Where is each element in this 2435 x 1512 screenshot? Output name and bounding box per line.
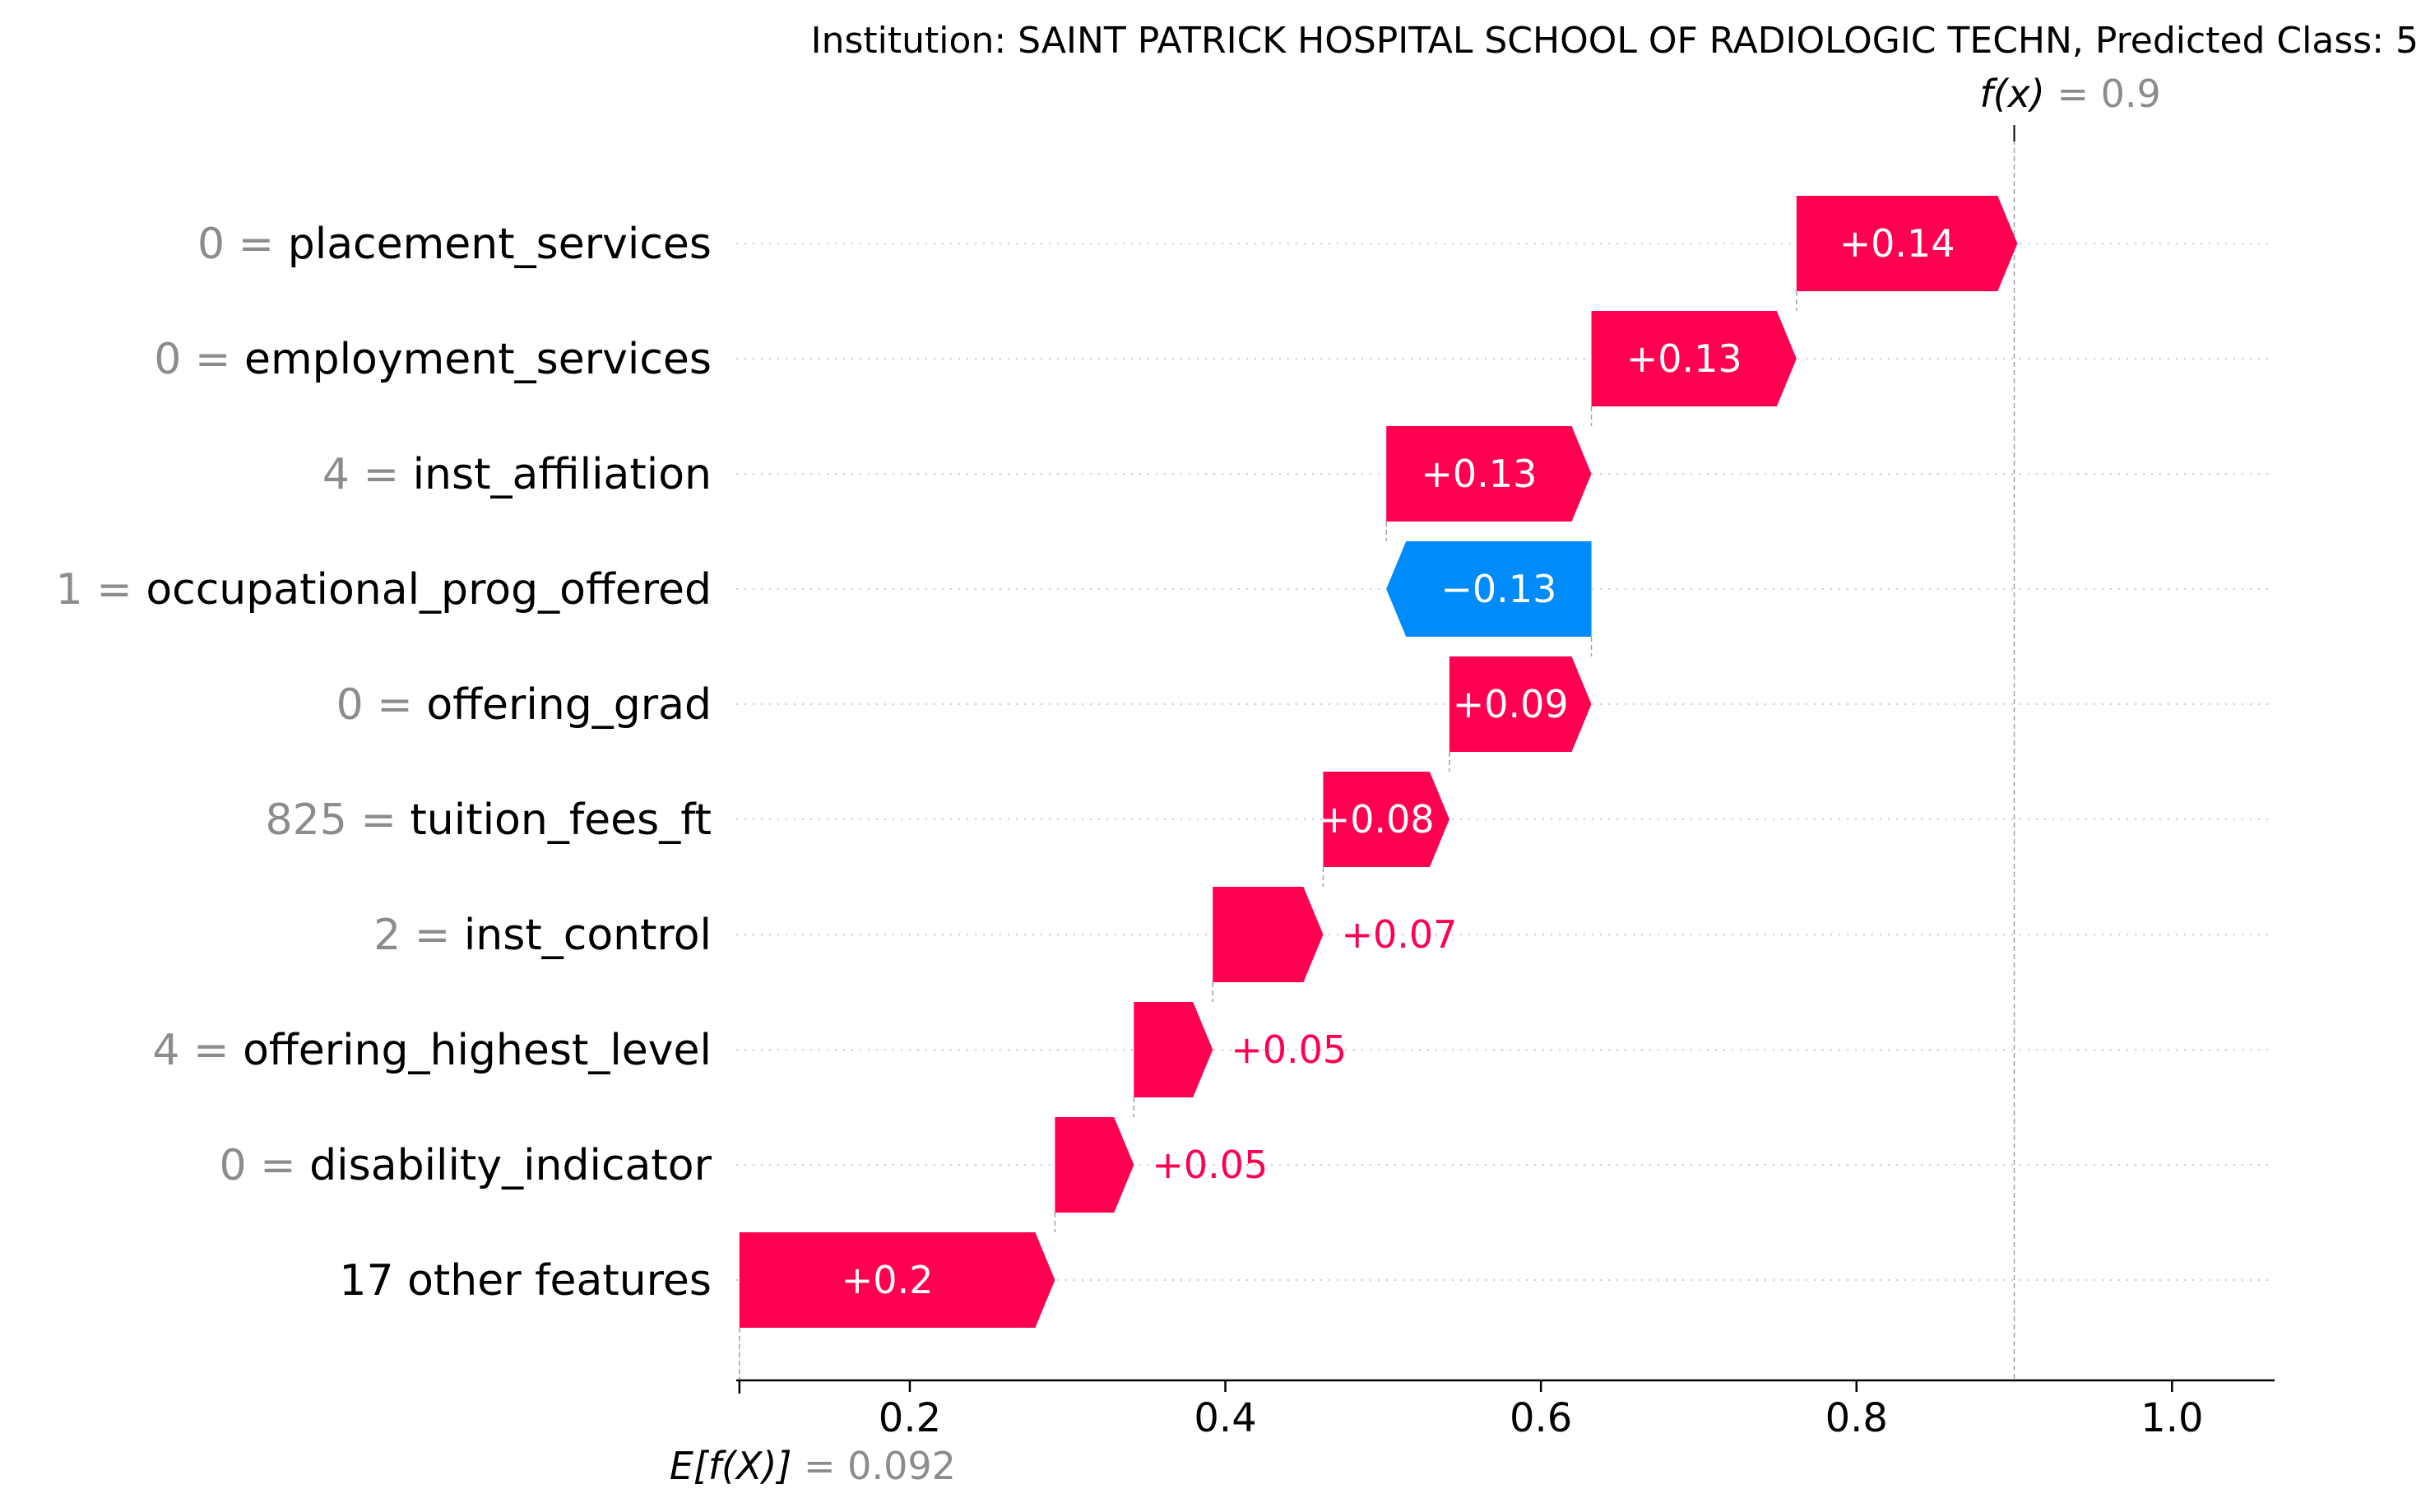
feature-label: 1 = occupational_prog_offered — [56, 565, 712, 615]
base-value-label: E[f(X)] — [670, 1444, 804, 1488]
feature-name: offering_grad — [426, 680, 712, 730]
feature-name: 17 other features — [339, 1256, 712, 1306]
feature-name: offering_highest_level — [243, 1026, 712, 1075]
feature-value: 0 = — [154, 335, 244, 384]
x-tick-label: 0.6 — [1510, 1395, 1572, 1441]
positive-bar — [1213, 887, 1324, 982]
positive-bar — [1134, 1002, 1213, 1097]
feature-name: inst_control — [464, 911, 712, 960]
positive-bar — [1323, 772, 1449, 867]
positive-bar — [1055, 1117, 1134, 1213]
positive-bar — [1449, 656, 1592, 752]
feature-name: inst_affiliation — [413, 450, 712, 499]
feature-value: 0 = — [197, 220, 288, 269]
bar-value-label: +0.05 — [1231, 1027, 1347, 1072]
x-tick-label: 0.4 — [1194, 1395, 1256, 1441]
feature-value: 0 = — [219, 1141, 309, 1190]
bar-value-label: +0.14 — [1839, 221, 1955, 266]
bar-value-label: +0.07 — [1341, 912, 1457, 957]
feature-name: placement_services — [288, 220, 712, 269]
feature-label: 0 = offering_grad — [336, 680, 712, 730]
feature-label: 0 = disability_indicator — [219, 1141, 712, 1190]
feature-label: 4 = offering_highest_level — [152, 1026, 712, 1075]
feature-value: 825 = — [266, 795, 410, 845]
base-value-annotation: E[f(X)] = 0.092 — [670, 1444, 956, 1488]
x-tick-label: 1.0 — [2140, 1395, 2203, 1441]
bar-value-label: +0.13 — [1421, 452, 1537, 496]
output-value-number: = 0.9 — [2057, 72, 2160, 116]
bar-value-label: −0.13 — [1440, 567, 1556, 611]
feature-label: 0 = placement_services — [197, 220, 712, 269]
bar-value-label: +0.08 — [1319, 797, 1435, 842]
bar-value-label: +0.05 — [1152, 1143, 1268, 1187]
feature-name: employment_services — [244, 335, 712, 384]
feature-label: 825 = tuition_fees_ft — [266, 795, 712, 845]
positive-bar — [1386, 426, 1592, 522]
annotations: E[f(X)] = 0.092 f(x) = 0.9 — [670, 72, 2161, 1488]
x-tick-label: 0.2 — [879, 1395, 941, 1441]
feature-value: 4 = — [322, 450, 413, 499]
feature-name: disability_indicator — [309, 1141, 712, 1190]
grid-lines — [736, 243, 2270, 1281]
chart-title: Institution: SAINT PATRICK HOSPITAL SCHO… — [811, 20, 2419, 62]
positive-bar — [739, 1232, 1055, 1328]
connector-lines — [739, 132, 2015, 1380]
positive-bar — [1591, 311, 1797, 406]
negative-bar — [1386, 541, 1592, 637]
output-value-label: f(x) — [1980, 72, 2057, 116]
feature-value: 2 = — [373, 911, 464, 960]
bars: +0.14 +0.13 +0.13 −0.13 +0.09 +0.08 +0.07 +0.05… — [739, 196, 2018, 1328]
positive-bar — [1796, 196, 2018, 291]
bar-value-label: +0.09 — [1453, 682, 1569, 726]
feature-name: tuition_fees_ft — [410, 795, 712, 845]
bar-value-label: +0.13 — [1626, 336, 1742, 381]
base-value-number: = 0.092 — [804, 1444, 956, 1488]
feature-value: 0 = — [336, 680, 427, 730]
feature-value: 1 = — [56, 565, 146, 615]
feature-value: 4 = — [152, 1026, 243, 1075]
feature-label: 4 = inst_affiliation — [322, 450, 712, 499]
bar-value-label: +0.2 — [842, 1258, 934, 1302]
x-axis: 0.2 0.4 0.6 0.8 1.0 — [736, 1379, 2275, 1441]
feature-label: 0 = employment_services — [154, 335, 712, 384]
x-tick-label: 0.8 — [1825, 1395, 1888, 1441]
output-value-annotation: f(x) = 0.9 — [1980, 72, 2161, 116]
feature-name: occupational_prog_offered — [146, 565, 712, 615]
feature-label: 2 = inst_control — [373, 911, 712, 960]
feature-label: 17 other features — [339, 1256, 712, 1306]
